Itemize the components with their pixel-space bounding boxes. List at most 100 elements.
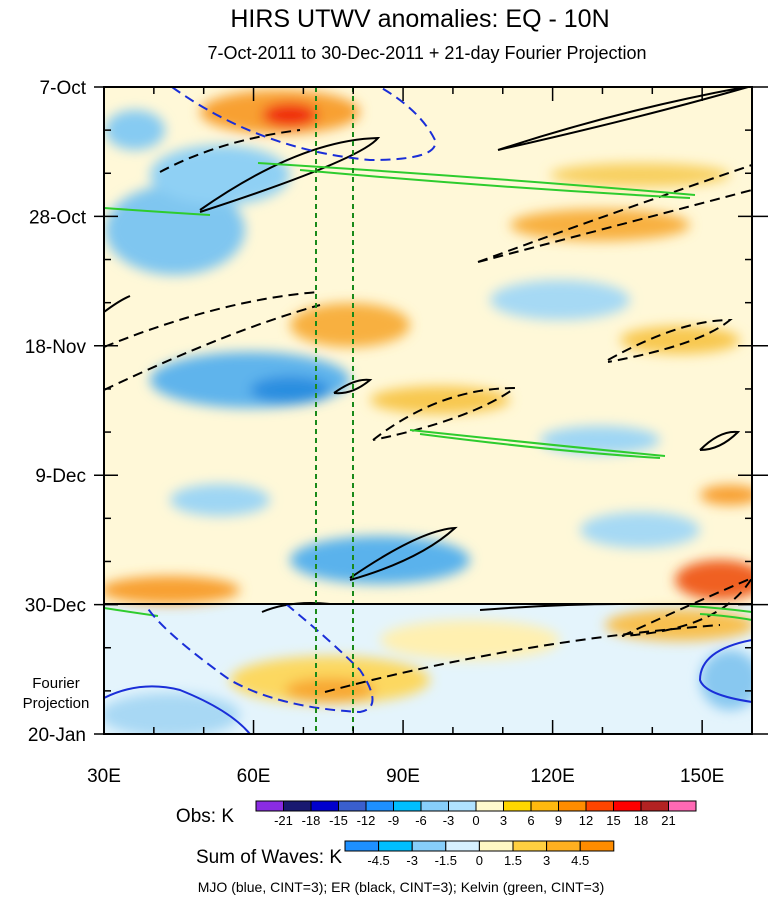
legend-swatch	[475, 800, 504, 812]
pos-blob	[700, 485, 752, 505]
contours	[104, 87, 752, 734]
legend-swatch	[420, 800, 449, 812]
legend-tick-label: -15	[329, 813, 348, 828]
er-contour	[372, 386, 519, 441]
legend-tick-label: 9	[555, 813, 562, 828]
legend-swatch	[255, 800, 284, 812]
legend-tick-label: -12	[357, 813, 376, 828]
plot-frame	[103, 86, 753, 735]
legend-swatch	[344, 840, 380, 852]
er-contour	[199, 136, 381, 213]
legend-tick-label: 1.5	[504, 853, 522, 868]
pos-blob	[380, 620, 560, 660]
legend-tick-label: -3	[406, 853, 418, 868]
x-tick-label: 30E	[87, 766, 121, 787]
y-tick-label: 28-Oct	[29, 207, 87, 228]
legend-tick-label: -4.5	[367, 853, 389, 868]
anomaly-field	[104, 87, 752, 734]
x-tick-label: 120E	[530, 766, 574, 787]
er-contour	[699, 430, 741, 451]
mjo-contour	[144, 603, 374, 714]
legend-tick-label: -9	[388, 813, 400, 828]
legend-waves: Sum of Waves: K -4.5 -3 -1.5 0 1.5 3 4.5	[196, 840, 615, 868]
legend-swatch	[393, 800, 422, 812]
legend-swatch	[310, 800, 339, 812]
neg-blob	[105, 185, 245, 275]
legend-swatch	[411, 840, 447, 852]
neg-blob	[150, 145, 290, 205]
legend-tick-label: 0	[476, 853, 483, 868]
kelvin-contour	[409, 429, 666, 459]
legend-swatch	[530, 800, 559, 812]
pos-blob	[620, 326, 740, 354]
legend-swatch	[478, 840, 514, 852]
er-contour	[324, 624, 721, 693]
chart-subtitle: 7-Oct-2011 to 30-Dec-2011 + 21-day Fouri…	[207, 43, 646, 63]
legend-swatch	[558, 800, 587, 812]
legend-tick-label: -3	[443, 813, 455, 828]
x-tick-label: 90E	[386, 766, 420, 787]
neg-blob	[250, 376, 330, 404]
neg-blob	[490, 280, 630, 320]
kelvin-contour	[104, 207, 211, 216]
pos-blob	[104, 576, 240, 604]
er-contour	[104, 291, 321, 391]
mjo-contour	[698, 639, 752, 703]
legend-swatch	[546, 840, 581, 852]
y-tick-label: 30-Dec	[25, 596, 86, 617]
pos-blob	[510, 209, 690, 241]
legend-swatch	[338, 800, 367, 812]
x-tick-label: 150E	[680, 766, 724, 787]
er-contour	[333, 378, 373, 395]
kelvin-contour	[257, 162, 696, 199]
legend-swatch	[378, 840, 413, 852]
legend-swatch	[668, 800, 697, 812]
mjo-contour	[171, 87, 437, 162]
legend-swatch	[448, 800, 477, 812]
mjo-contour	[104, 685, 251, 734]
y-tick-label: 18-Nov	[25, 337, 87, 358]
legend-swatch	[365, 800, 394, 812]
neg-blob	[580, 512, 700, 548]
pos-blob	[370, 386, 510, 414]
legend-swatch	[640, 800, 669, 812]
legend-swatch	[283, 800, 312, 812]
legend-tick-label: 0	[472, 813, 479, 828]
y-tick-label: 7-Oct	[40, 78, 87, 99]
field-blobs	[104, 90, 752, 734]
projection-label: Fourier Projection	[23, 675, 90, 712]
er-contour	[607, 318, 733, 363]
legend-tick-label: 3	[543, 853, 550, 868]
legend-tick-label: -21	[274, 813, 293, 828]
legend-tick-label: 4.5	[571, 853, 589, 868]
x-tick-label: 60E	[237, 766, 271, 787]
legend-swatch	[579, 840, 615, 852]
pos-blob	[290, 303, 410, 347]
legend-tick-label: 21	[661, 813, 675, 828]
er-contour	[349, 526, 458, 581]
kelvin-contour	[689, 605, 752, 621]
neg-blob	[170, 484, 270, 516]
pos-blob	[550, 163, 730, 187]
legend-tick-label: 12	[579, 813, 593, 828]
er-contour	[497, 87, 749, 151]
legend-tick-label: 15	[606, 813, 620, 828]
pos-blob	[262, 103, 318, 127]
legend-tick-label: 6	[527, 813, 534, 828]
y-tick-label: 20-Jan	[28, 725, 86, 746]
legend-swatch	[585, 800, 614, 812]
pos-blob	[605, 609, 752, 641]
pos-blob	[675, 560, 752, 600]
legend-obs: Obs: K -21 -18 -15 -12 -9 -6 -3 0 3 6 9 12 15 18 21	[176, 800, 697, 828]
legend-tick-label: -18	[302, 813, 321, 828]
legend-swatch	[445, 840, 480, 852]
neg-blob	[290, 536, 470, 584]
er-contour	[159, 129, 301, 173]
legend-label: Obs: K	[176, 806, 234, 827]
neg-blob	[105, 110, 165, 150]
er-contour	[477, 164, 752, 263]
legend-swatch	[613, 800, 642, 812]
axes: 30E 60E 90E 120E 150E 7-Oct 28-Oct 18-Nov 9-Dec 3…	[25, 78, 768, 787]
neg-blob	[700, 650, 752, 710]
